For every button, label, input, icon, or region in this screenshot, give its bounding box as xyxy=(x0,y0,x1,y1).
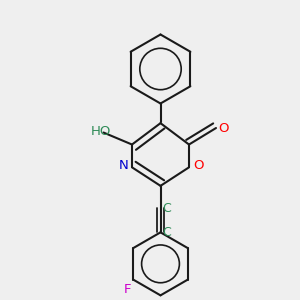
Text: N: N xyxy=(119,159,128,172)
Text: O: O xyxy=(194,159,204,172)
Text: C: C xyxy=(163,226,172,239)
Text: F: F xyxy=(124,283,131,296)
Text: O: O xyxy=(218,122,229,134)
Text: HO: HO xyxy=(90,124,111,137)
Text: C: C xyxy=(163,202,172,215)
